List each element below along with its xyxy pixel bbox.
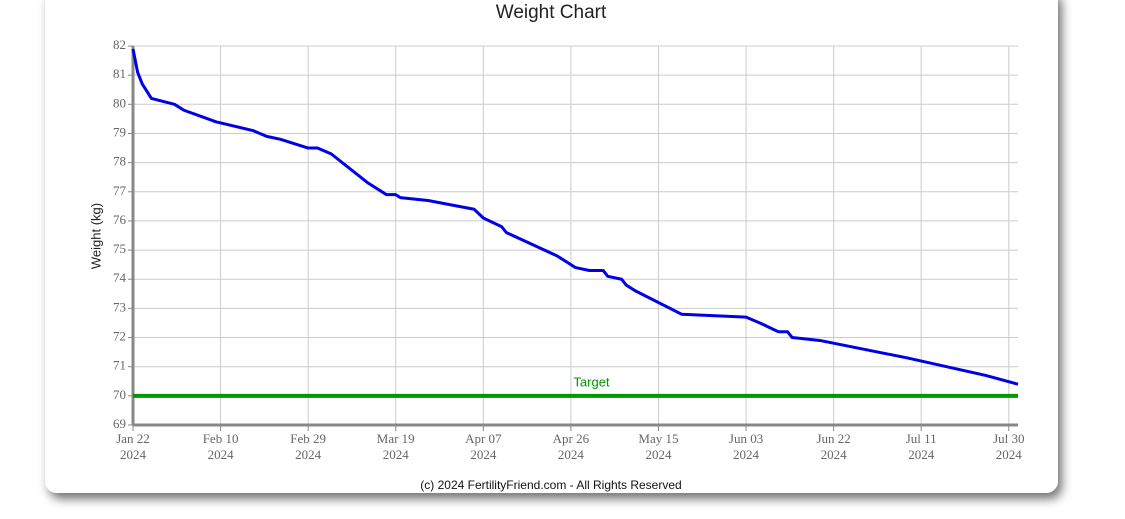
x-tick-label: 2024 — [383, 447, 410, 462]
x-tick-label: Feb 10 — [203, 431, 239, 446]
x-tick-label: 2024 — [295, 447, 322, 462]
y-tick-label: 77 — [113, 183, 127, 198]
y-tick-label: 70 — [113, 387, 126, 402]
x-tick-label: Mar 19 — [377, 431, 415, 446]
x-tick-label: 2024 — [208, 447, 235, 462]
x-tick-label: 2024 — [645, 447, 672, 462]
x-tick-label: Apr 26 — [553, 431, 590, 446]
y-tick-label: 79 — [113, 124, 126, 139]
card — [45, 0, 1058, 493]
x-tick-label: Jun 03 — [729, 431, 763, 446]
weight-line — [131, 48, 1019, 386]
x-tick-label: Feb 29 — [290, 431, 326, 446]
y-tick-label: 72 — [113, 329, 126, 344]
footer: (c) 2024 FertilityFriend.com - All Right… — [420, 478, 681, 492]
y-tick-label: 75 — [113, 241, 126, 256]
x-tick-label: 2024 — [908, 447, 935, 462]
y-tick-label: 81 — [113, 66, 126, 81]
y-axis-label: Weight (kg) — [88, 203, 103, 269]
x-tick-label: 2024 — [470, 447, 497, 462]
x-tick-label: 2024 — [821, 447, 848, 462]
x-tick-label: May 15 — [638, 431, 678, 446]
x-tick-label: 2024 — [558, 447, 585, 462]
y-tick-label: 78 — [113, 154, 126, 169]
x-tick-label: Jun 22 — [816, 431, 850, 446]
x-tick-label: Jul 30 — [993, 431, 1024, 446]
x-tick-label: Jan 22 — [116, 431, 150, 446]
y-tick-label: 82 — [113, 37, 126, 52]
x-tick-label: Apr 07 — [465, 431, 502, 446]
y-tick-label: 73 — [113, 299, 126, 314]
x-tick-label: 2024 — [733, 447, 760, 462]
y-tick-label: 69 — [113, 416, 126, 431]
chart-title: Weight Chart — [496, 2, 607, 23]
y-tick-label: 80 — [113, 95, 126, 110]
x-tick-label: 2024 — [120, 447, 147, 462]
y-tick-label: 74 — [113, 270, 127, 285]
target-label: Target — [573, 374, 610, 389]
x-tick-label: 2024 — [996, 447, 1023, 462]
y-tick-label: 76 — [113, 212, 127, 227]
x-tick-label: Jul 11 — [906, 431, 937, 446]
y-tick-label: 71 — [113, 358, 126, 373]
